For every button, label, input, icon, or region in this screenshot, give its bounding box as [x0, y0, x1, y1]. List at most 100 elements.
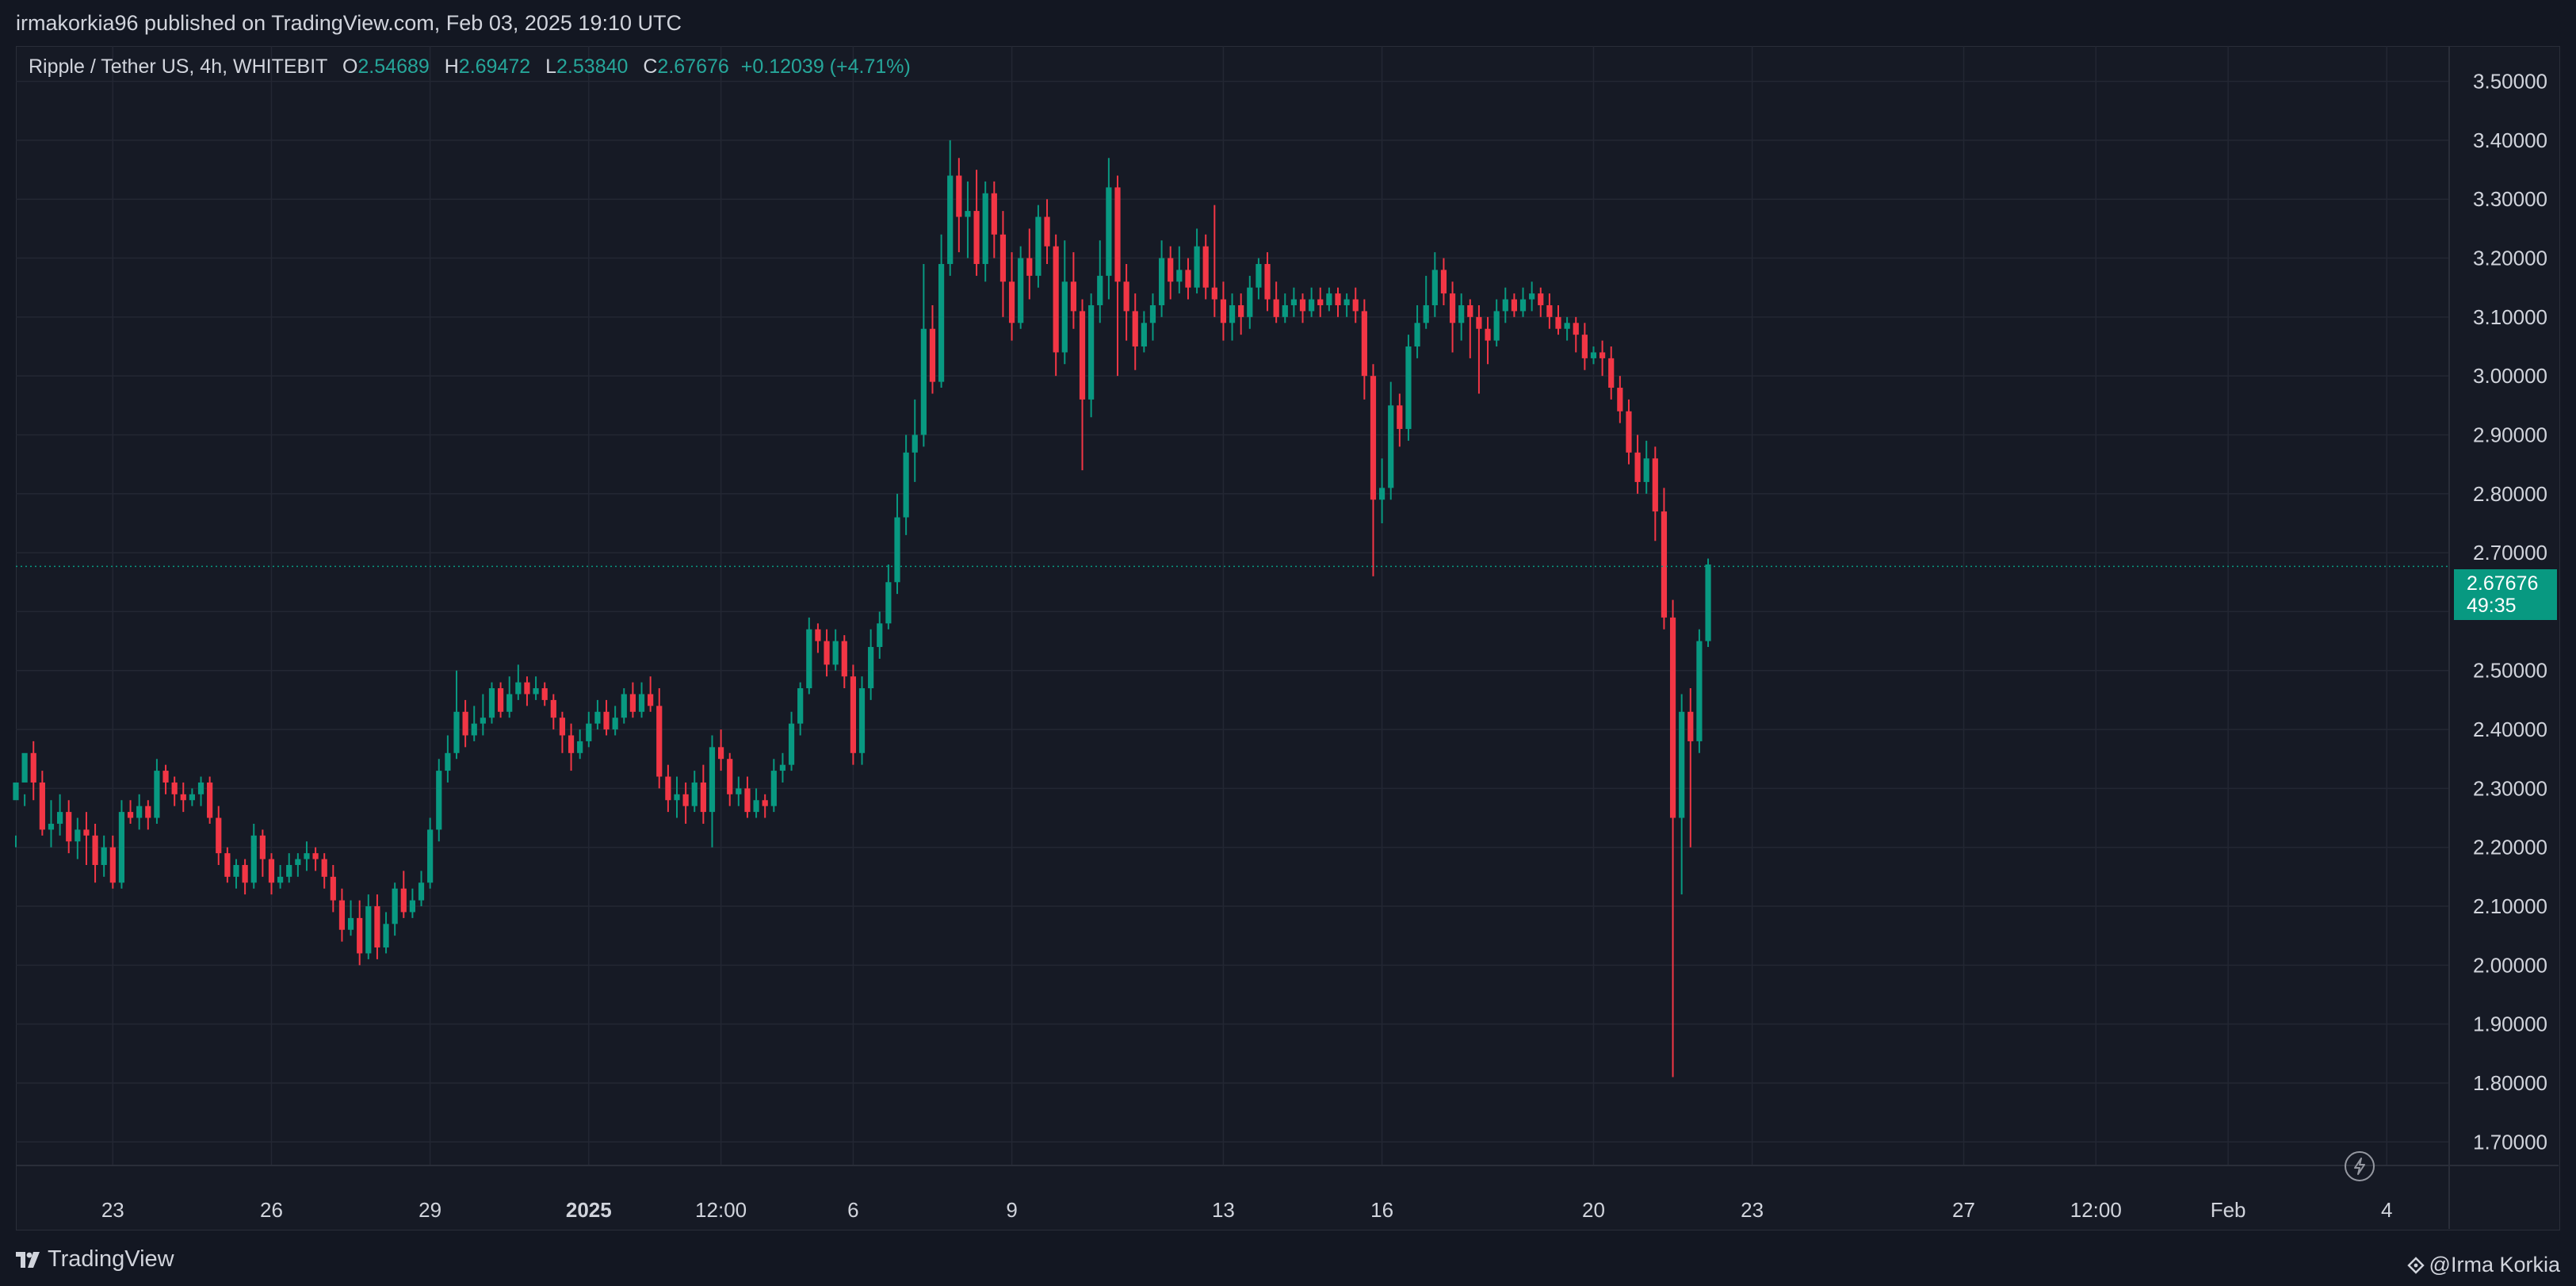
y-tick-label: 3.40000 — [2473, 128, 2547, 152]
candle-body — [1141, 323, 1147, 347]
candle-body — [1290, 299, 1297, 305]
candle-body — [357, 917, 363, 954]
candle-body — [850, 676, 856, 753]
candle-body — [1458, 304, 1465, 323]
x-tick-label: 26 — [260, 1198, 283, 1222]
tradingview-brand[interactable]: TradingView — [16, 1246, 174, 1273]
candle-body — [92, 835, 98, 865]
candle-body — [603, 711, 610, 730]
candle-body — [189, 794, 195, 801]
x-tick-label: 16 — [1370, 1198, 1393, 1222]
candle-body — [770, 771, 777, 806]
y-tick-label: 2.40000 — [2473, 718, 2547, 741]
high-value: 2.69472 — [458, 55, 531, 78]
candle-body — [920, 328, 927, 435]
candle-body — [1581, 335, 1588, 358]
published-line: irmakorkia96 published on TradingView.co… — [16, 11, 682, 35]
candle-body — [1617, 388, 1623, 411]
y-tick-label: 2.20000 — [2473, 836, 2547, 859]
candle-body — [462, 711, 468, 736]
candle-body — [938, 263, 945, 382]
candle-body — [894, 517, 900, 583]
candle-body — [259, 835, 266, 859]
candle-body — [21, 752, 28, 783]
candle-body — [1008, 281, 1015, 323]
candle-body — [991, 193, 997, 235]
lightning-icon[interactable] — [2345, 1151, 2375, 1181]
x-tick-label: 2025 — [566, 1198, 612, 1222]
y-tick-label: 1.80000 — [2473, 1071, 2547, 1095]
candle-body — [1679, 711, 1685, 818]
candle-body — [471, 723, 477, 736]
candle-body — [1114, 187, 1121, 282]
candle-body — [559, 718, 566, 736]
candle-body — [674, 794, 680, 801]
candle-body — [1035, 216, 1041, 276]
candle-body — [629, 694, 636, 712]
candle-body — [1352, 299, 1359, 312]
candle-body — [1264, 263, 1271, 300]
candle-body — [1282, 304, 1288, 317]
candle-body — [1299, 299, 1306, 312]
candle-body — [1238, 304, 1244, 317]
candle-body — [1388, 405, 1394, 488]
open-value: 2.54689 — [357, 55, 430, 78]
chart-pane[interactable] — [16, 46, 2560, 1231]
candle-body — [1643, 458, 1649, 482]
candle-body — [1185, 270, 1191, 288]
candle-body — [66, 812, 72, 842]
candle-body — [1696, 641, 1703, 741]
candle-body — [912, 434, 918, 453]
candle-body — [409, 900, 415, 913]
y-tick-label: 2.10000 — [2473, 894, 2547, 918]
candle-body — [1511, 299, 1517, 312]
candle-body — [577, 741, 583, 753]
candle-body — [727, 759, 733, 794]
bottom-bar — [0, 1231, 2576, 1286]
candle-body — [797, 688, 804, 724]
open-label: O — [342, 55, 358, 78]
candle-body — [1440, 270, 1447, 294]
candle-body — [233, 864, 239, 877]
x-tick-label: 12:00 — [695, 1198, 747, 1222]
candle-body — [392, 888, 398, 924]
candle-body — [436, 771, 442, 830]
candle-body — [1414, 323, 1420, 347]
candle-body — [1079, 311, 1086, 400]
candle-body — [1211, 287, 1217, 300]
candle-body — [1519, 299, 1527, 312]
candle-body — [1070, 281, 1076, 312]
candle-body — [541, 688, 548, 700]
candle-body — [868, 647, 874, 689]
tradingview-mark-icon — [2406, 1256, 2425, 1274]
candle-body — [347, 917, 354, 930]
candle-body — [885, 582, 892, 624]
y-tick-label: 3.50000 — [2473, 70, 2547, 94]
candle-body — [1687, 711, 1694, 741]
candle-body — [1423, 304, 1429, 323]
y-tick-label: 3.20000 — [2473, 247, 2547, 270]
candle-body — [498, 688, 504, 712]
candle-body — [753, 800, 759, 813]
symbol-title: Ripple / Tether US, 4h, WHITEBIT — [29, 55, 327, 78]
candle-body — [638, 694, 645, 712]
candle-body — [1168, 258, 1174, 282]
candle-body — [109, 847, 116, 883]
candle-body — [250, 835, 257, 883]
author-credit: @Irma Korkia — [2406, 1253, 2560, 1277]
low-label: L — [545, 55, 557, 78]
symbol-legend: Ripple / Tether US, 4h, WHITEBIT O2.5468… — [29, 55, 911, 78]
candle-body — [1176, 270, 1183, 282]
candle-body — [1097, 275, 1103, 305]
candle-body — [162, 771, 169, 783]
candle-body — [1634, 452, 1641, 482]
candle-body — [621, 694, 627, 718]
candle-body — [1247, 287, 1253, 317]
candle-body — [824, 641, 830, 665]
candle-body — [736, 788, 742, 794]
candle-body — [1202, 246, 1209, 288]
candle-body — [1149, 304, 1156, 323]
candle-body — [1431, 270, 1438, 305]
candle-body — [1317, 299, 1324, 305]
